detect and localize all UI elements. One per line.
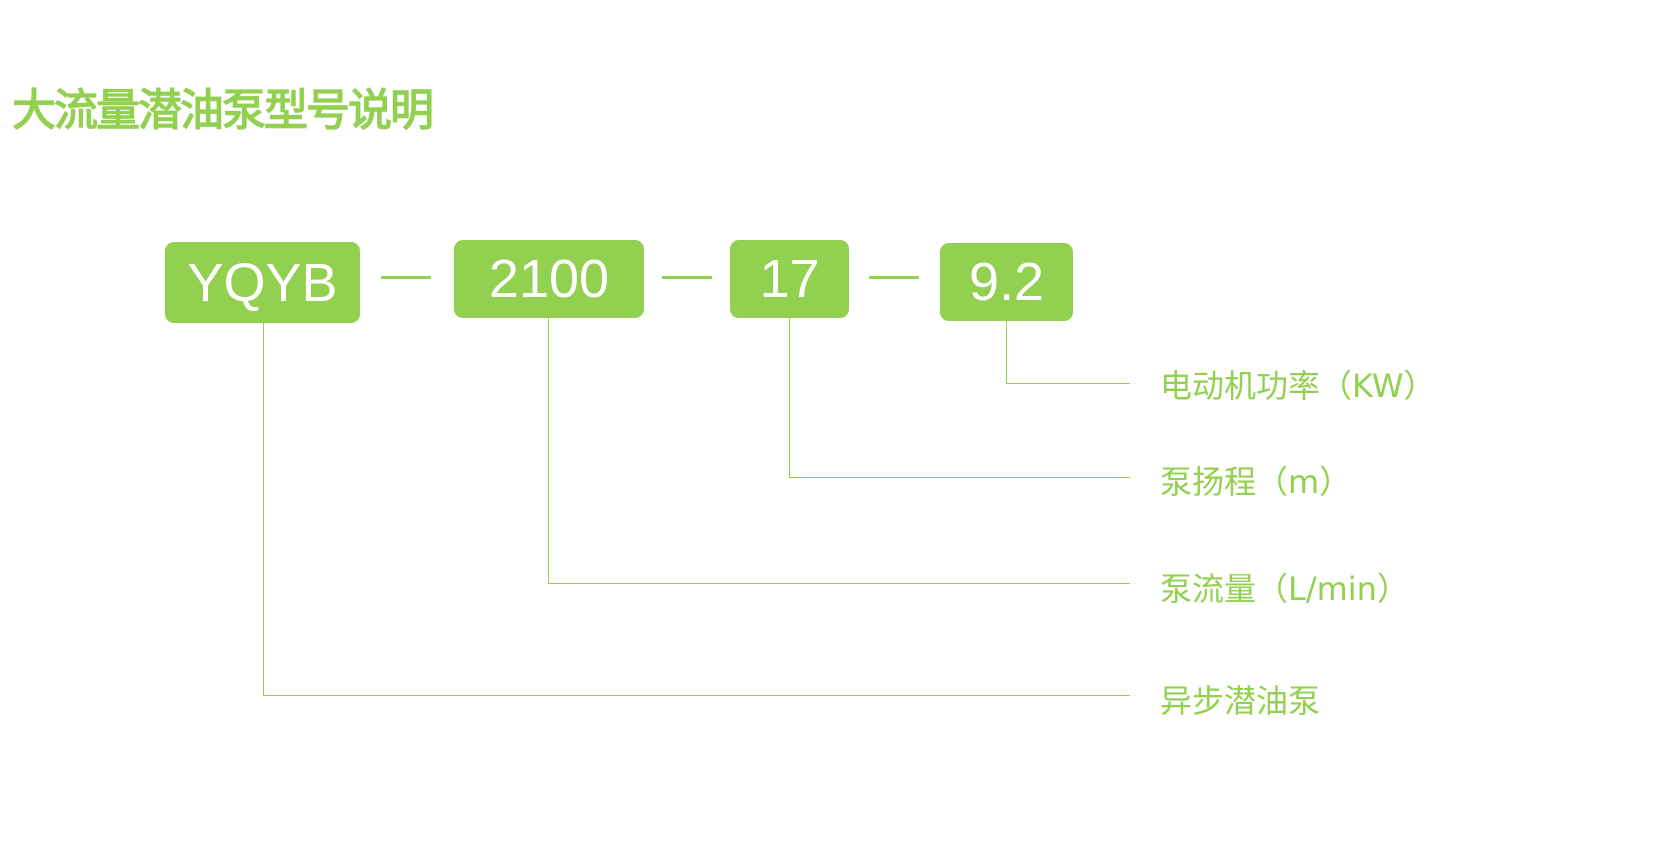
label-head: 泵扬程（m）	[1160, 463, 1352, 501]
connector-power	[1006, 383, 1130, 384]
page-title: 大流量潜油泵型号说明	[12, 85, 434, 136]
separator-dash	[869, 276, 919, 279]
separator-dash	[381, 276, 431, 279]
separator-dash	[662, 276, 712, 279]
model-part-power: 9.2	[940, 243, 1073, 321]
connector-type	[263, 695, 1130, 696]
connector-type	[263, 323, 264, 696]
model-part-head: 17	[730, 240, 849, 318]
connector-power	[1006, 321, 1007, 384]
connector-head	[789, 477, 1130, 478]
label-type: 异步潜油泵	[1160, 682, 1321, 720]
model-part-flow: 2100	[454, 240, 644, 318]
connector-flow	[548, 583, 1130, 584]
connector-flow	[548, 318, 549, 584]
label-flow: 泵流量（L/min）	[1160, 570, 1409, 608]
model-part-type: YQYB	[165, 242, 360, 323]
connector-head	[789, 318, 790, 478]
label-power: 电动机功率（KW）	[1160, 367, 1436, 405]
